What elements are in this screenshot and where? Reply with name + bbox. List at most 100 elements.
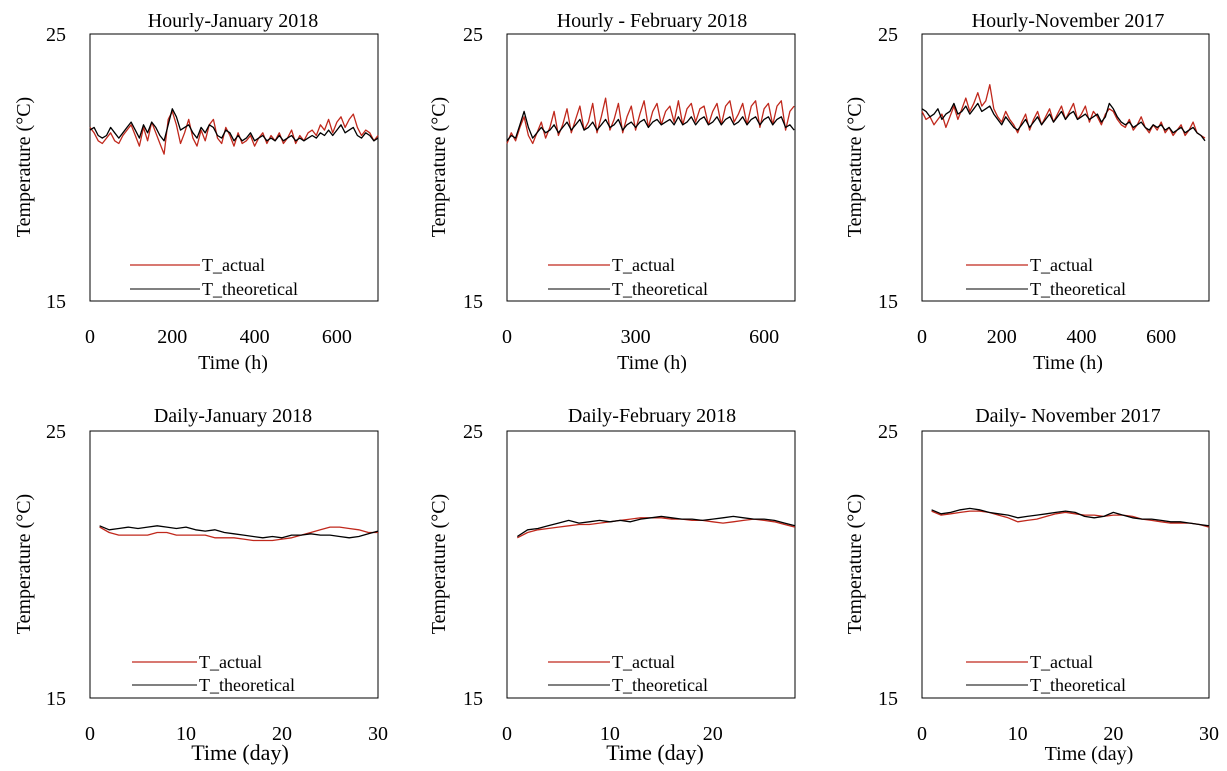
tick-labels: 15 25 0 200 400 600	[878, 24, 1176, 348]
x-tick-label: 10	[600, 723, 620, 745]
legend-label-actual: T_actual	[202, 255, 265, 275]
legend-label-theoretical: T_theoretical	[1030, 279, 1126, 299]
series-lines	[921, 84, 1206, 142]
series-line-t-theoretical	[931, 507, 1210, 527]
series-lines	[99, 525, 379, 542]
chart-title: Daily- November 2017	[975, 405, 1161, 427]
series-line-t-theoretical	[99, 525, 379, 539]
y-tick-label: 15	[463, 291, 483, 313]
chart-title: Hourly - February 2018	[557, 10, 748, 32]
x-tick-label: 20	[272, 723, 292, 745]
y-tick-label: 25	[463, 421, 483, 443]
series-line-t-actual	[99, 526, 378, 542]
legend: T_actual T_theoretical	[966, 652, 1126, 695]
x-tick-label: 400	[240, 326, 270, 348]
x-tick-label: 20	[703, 723, 723, 745]
series-lines	[506, 97, 795, 145]
legend-label-actual: T_actual	[612, 652, 675, 672]
series-lines	[931, 507, 1210, 528]
y-tick-label: 25	[46, 24, 66, 46]
series-line-t-actual	[931, 510, 1210, 528]
y-axis-label: Temperature (°C)	[13, 494, 35, 634]
legend-label-theoretical: T_theoretical	[202, 279, 298, 299]
series-line-t-actual	[517, 517, 796, 539]
tick-labels: 15 25 0 300 600	[463, 24, 779, 348]
legend-label-theoretical: T_theoretical	[612, 279, 708, 299]
chart-daily-february-2018: Daily-February 2018 Time (day) Temperatu…	[428, 405, 796, 765]
chart-title: Hourly-January 2018	[148, 10, 319, 32]
chart-daily-november-2017: Daily- November 2017 Time (day) Temperat…	[844, 405, 1219, 765]
legend-label-actual: T_actual	[199, 652, 262, 672]
x-tick-label: 30	[1199, 723, 1219, 745]
series-line-t-actual	[89, 110, 379, 155]
x-axis-label: Time (h)	[198, 352, 268, 374]
y-axis-label: Temperature (°C)	[428, 97, 450, 237]
chart-title: Hourly-November 2017	[972, 10, 1165, 32]
y-axis-label: Temperature (°C)	[844, 97, 866, 237]
series-line-t-theoretical	[516, 515, 796, 538]
x-tick-label: 0	[502, 723, 512, 745]
x-tick-label: 600	[749, 326, 779, 348]
tick-labels: 15 25 0 10 20 30	[878, 421, 1219, 745]
x-tick-label: 0	[917, 326, 927, 348]
y-tick-label: 25	[878, 421, 898, 443]
y-tick-label: 25	[463, 24, 483, 46]
x-tick-label: 20	[1103, 723, 1123, 745]
chart-title: Daily-February 2018	[568, 405, 736, 427]
legend-label-theoretical: T_theoretical	[1030, 675, 1126, 695]
x-tick-label: 30	[368, 723, 388, 745]
x-tick-label: 300	[621, 326, 651, 348]
legend-label-actual: T_actual	[1030, 255, 1093, 275]
y-tick-label: 25	[46, 421, 66, 443]
tick-labels: 15 25 0 10 20	[463, 421, 723, 745]
legend: T_actual T_theoretical	[548, 255, 708, 299]
series-line-t-theoretical	[506, 110, 795, 142]
chart-daily-january-2018: Daily-January 2018 Time (day) Temperatur…	[13, 405, 388, 765]
x-tick-label: 10	[1008, 723, 1028, 745]
x-axis-label: Time (h)	[617, 352, 687, 374]
y-axis-label: Temperature (°C)	[13, 97, 35, 237]
plot-frame	[89, 430, 379, 699]
legend-label-theoretical: T_theoretical	[199, 675, 295, 695]
plot-frame	[89, 33, 379, 302]
x-tick-label: 600	[322, 326, 352, 348]
x-axis-label: Time (day)	[606, 740, 704, 765]
y-tick-label: 15	[46, 688, 66, 710]
chart-hourly-january-2018: Hourly-January 2018 Time (h) Temperature…	[13, 10, 379, 374]
y-tick-label: 15	[463, 688, 483, 710]
x-tick-label: 400	[1066, 326, 1096, 348]
tick-labels: 15 25 0 200 400 600	[46, 24, 352, 348]
series-lines	[89, 108, 379, 155]
legend: T_actual T_theoretical	[132, 652, 295, 695]
legend-label-actual: T_actual	[1030, 652, 1093, 672]
legend: T_actual T_theoretical	[966, 255, 1126, 299]
legend-label-theoretical: T_theoretical	[612, 675, 708, 695]
x-tick-label: 0	[917, 723, 927, 745]
x-tick-label: 200	[157, 326, 187, 348]
plot-frame	[921, 33, 1210, 302]
y-axis-label: Temperature (°C)	[844, 494, 866, 634]
x-tick-label: 10	[176, 723, 196, 745]
y-tick-label: 15	[46, 291, 66, 313]
x-tick-label: 0	[85, 723, 95, 745]
x-tick-label: 600	[1146, 326, 1176, 348]
series-line-t-theoretical	[89, 108, 379, 142]
y-axis-label: Temperature (°C)	[428, 494, 450, 634]
plot-frame	[506, 33, 796, 302]
x-tick-label: 0	[85, 326, 95, 348]
y-tick-label: 15	[878, 291, 898, 313]
x-axis-label: Time (day)	[191, 740, 289, 765]
chart-hourly-february-2018: Hourly - February 2018 Time (h) Temperat…	[428, 10, 796, 374]
legend: T_actual T_theoretical	[130, 255, 298, 299]
series-line-t-theoretical	[921, 102, 1206, 142]
y-tick-label: 25	[878, 24, 898, 46]
legend-label-actual: T_actual	[612, 255, 675, 275]
series-line-t-actual	[506, 97, 795, 145]
legend: T_actual T_theoretical	[548, 652, 708, 695]
x-axis-label: Time (h)	[1033, 352, 1103, 374]
plot-frame	[921, 430, 1210, 699]
x-tick-label: 200	[987, 326, 1017, 348]
y-tick-label: 15	[878, 688, 898, 710]
tick-labels: 15 25 0 10 20 30	[46, 421, 388, 745]
